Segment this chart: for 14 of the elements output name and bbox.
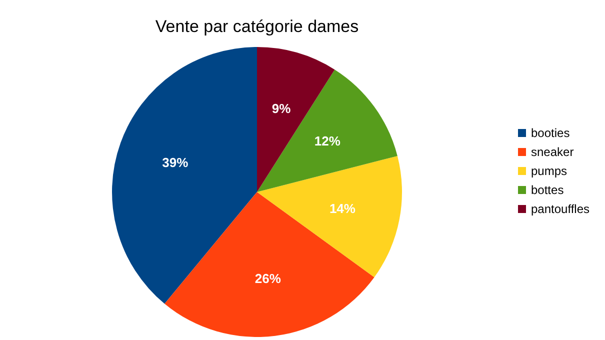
data-label: 39%	[162, 155, 189, 170]
data-label: 26%	[254, 270, 282, 286]
pie-slice	[112, 47, 257, 304]
legend-label: sneaker	[531, 145, 574, 160]
legend-label: pumps	[531, 164, 568, 178]
pie-slice	[164, 192, 374, 337]
pie-slice	[257, 70, 398, 192]
legend-label: pantouffles	[531, 202, 590, 216]
legend-label: bottes	[531, 183, 564, 198]
data-label: 14%	[329, 200, 356, 216]
chart-title: Vente par catégorie dames	[155, 17, 359, 36]
data-label: 12%	[314, 133, 341, 148]
legend-label: booties	[531, 126, 570, 140]
data-label: 9%	[272, 101, 292, 116]
